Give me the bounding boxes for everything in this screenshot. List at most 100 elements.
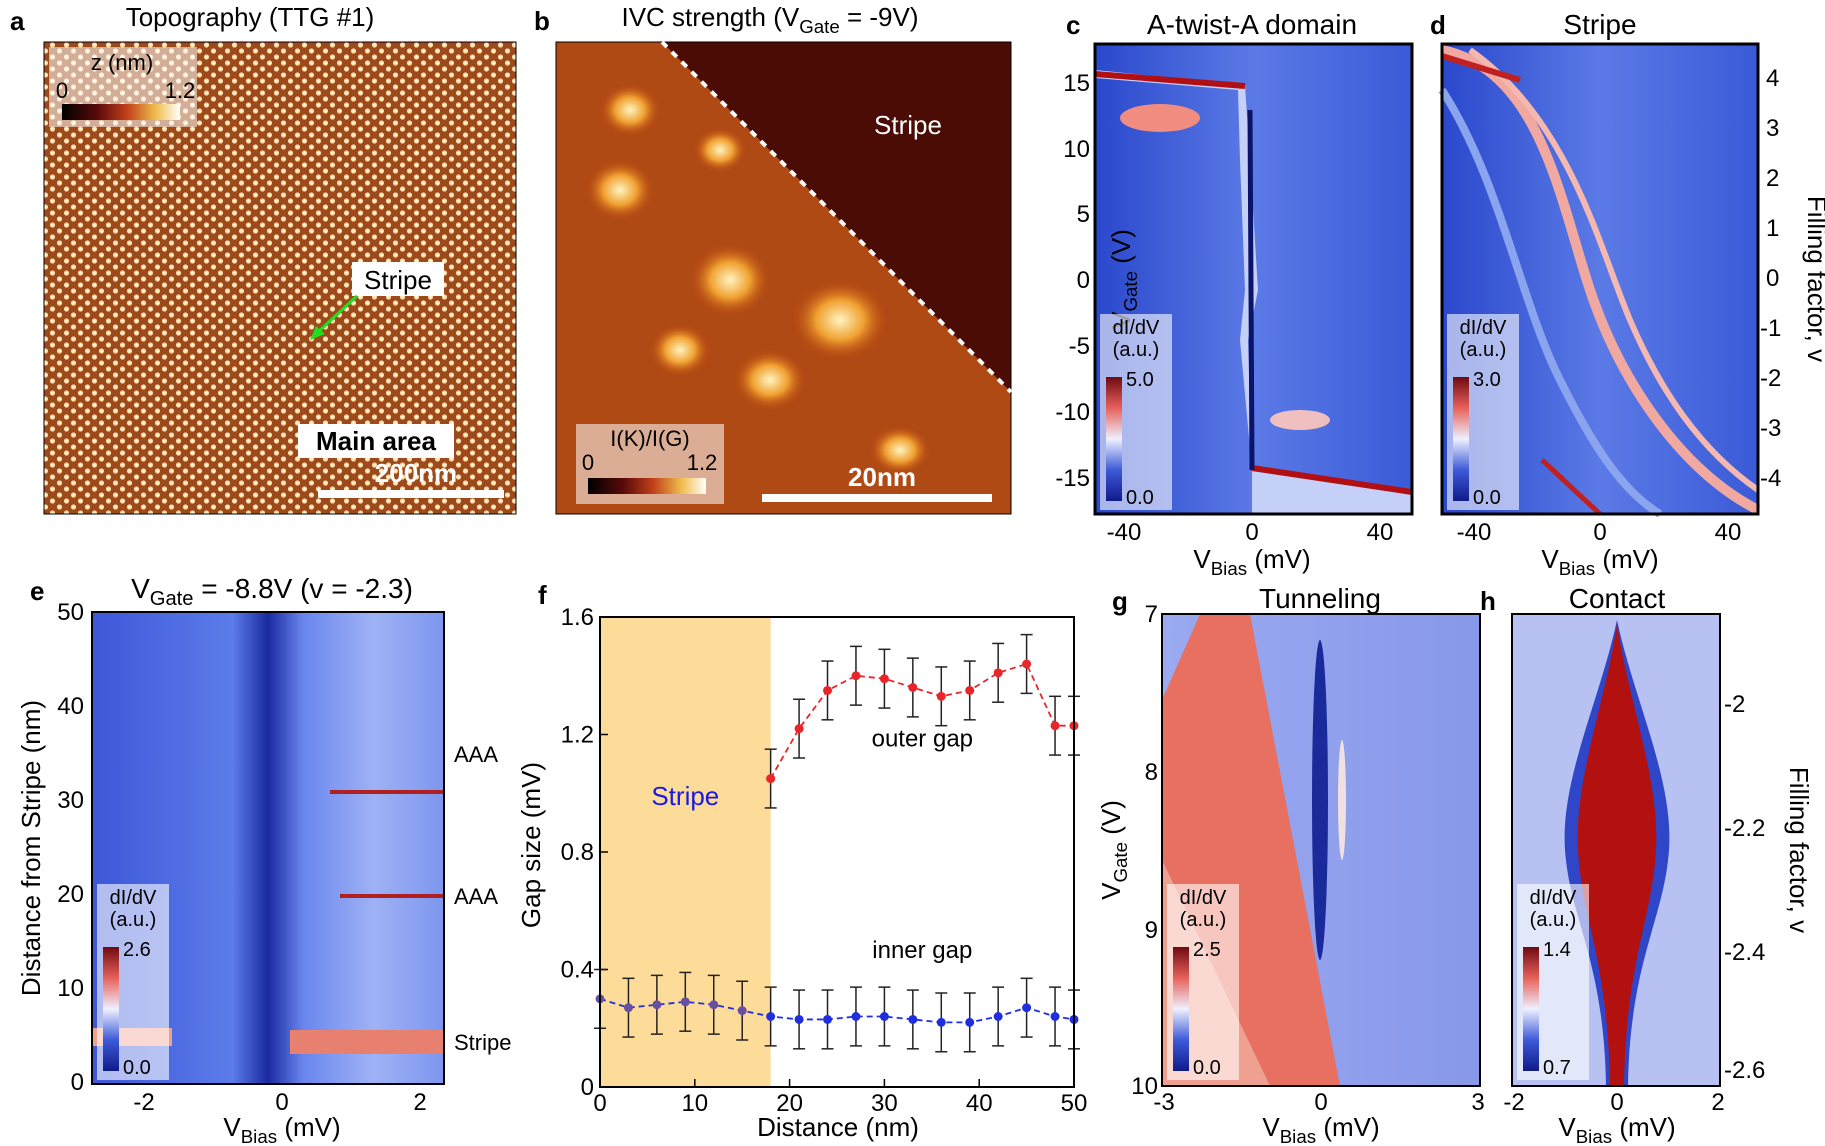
panel-d-right-tick-label: 3 — [1766, 115, 1779, 142]
data-point — [766, 1012, 776, 1021]
data-point — [908, 683, 918, 692]
data-point — [709, 1000, 719, 1010]
panel-b: b IVC strength (VGate = -9V) Stripe I(K)… — [534, 2, 1013, 515]
panel-e-y-tick-label: 0 — [71, 1069, 84, 1096]
outer-gap-label: outer gap — [872, 725, 973, 752]
panel-e-colorbar-title: (a.u.) — [110, 909, 157, 931]
panel-f-x-label: Distance (nm) — [757, 1112, 919, 1142]
panel-g: g Tunneling VGate (V) 7 8 9 10 -3 0 3 VB… — [1096, 583, 1485, 1146]
panel-a-stripe-arrow — [316, 294, 359, 334]
panel-c-y-tick-label: -15 — [1055, 465, 1090, 492]
panel-c-y-tick-label: 10 — [1063, 136, 1090, 163]
panel-c-x-tick-label: -40 — [1107, 519, 1142, 546]
panel-c-colorbar-title: dI/dV — [1113, 317, 1160, 339]
panel-b-ivc-blob — [650, 324, 710, 376]
data-point — [1022, 659, 1032, 669]
panel-c-colorbar-min: 0.0 — [1126, 487, 1154, 509]
panel-f-plot-frame — [599, 616, 1075, 1088]
panel-h-right-tick-label: -2.2 — [1724, 815, 1765, 842]
panel-g-y-tick-label: 10 — [1131, 1073, 1158, 1100]
panel-a-colorbar-title: z (nm) — [91, 50, 153, 75]
panel-b-ivc-blob — [792, 280, 888, 360]
panel-a-scale-label: 200nm — [375, 458, 457, 488]
panel-a: a Topography (TTG #1) z (nm) 0 1.2 Strip… — [10, 2, 517, 515]
inner-gap-label: inner gap — [872, 937, 972, 964]
panel-a-area-label: Main area — [316, 426, 436, 456]
panel-g-colorbar-min: 0.0 — [1193, 1057, 1221, 1079]
f-y-tick-label: 1.2 — [561, 722, 594, 749]
panel-h-right-tick-label: -2.6 — [1724, 1057, 1765, 1084]
panel-b-ivc-blob — [734, 350, 806, 410]
f-y-tick-label: 0 — [581, 1074, 594, 1101]
data-point — [823, 685, 833, 695]
panel-c-y-tick-label: 15 — [1063, 70, 1090, 97]
panel-h-x-tick-label: 0 — [1610, 1089, 1623, 1116]
panel-c-x-label: VBias (mV) — [1193, 544, 1310, 579]
panel-h-right-axis-label: Filling factor, v — [1784, 767, 1814, 933]
panel-e-y-label: Distance from Stripe (nm) — [16, 700, 46, 996]
panel-e-y-tick-label: 50 — [57, 599, 84, 626]
panel-e: e VGate = -8.8V (v = -2.3) Distance from… — [16, 573, 511, 1146]
panel-e-annotation-aaa: AAA — [454, 742, 498, 767]
data-point — [652, 1000, 662, 1010]
panel-d-right-tick-label: 0 — [1766, 265, 1779, 292]
panel-e-x-tick-label: -2 — [133, 1089, 154, 1116]
panel-a-area-label-box — [298, 424, 454, 458]
data-point — [794, 724, 804, 734]
panel-e-colorbar-min: 0.0 — [123, 1057, 151, 1079]
panel-c-colorbar-max: 5.0 — [1126, 369, 1154, 391]
panel-d-colorbar-title: (a.u.) — [1460, 339, 1507, 361]
data-point — [936, 1017, 946, 1027]
panel-d-x-tick-label: 40 — [1715, 519, 1742, 546]
data-point — [851, 1012, 861, 1021]
panel-g-letter: g — [1112, 586, 1128, 616]
data-point — [993, 668, 1003, 678]
data-point — [1022, 1003, 1032, 1013]
f-y-tick-label: 0.8 — [561, 839, 594, 866]
panel-h-colorbar — [1523, 947, 1539, 1071]
panel-e-x-tick-label: 2 — [413, 1089, 426, 1116]
panel-f: f Stripe 0 10 20 30 40 50 0 0.4 0.8 1.2 1.6 outer … — [516, 580, 1087, 1142]
panel-e-x-label: VBias (mV) — [223, 1112, 340, 1146]
panel-f-series — [594, 633, 1080, 1053]
panel-e-colorbar — [103, 947, 119, 1071]
panel-d-right-axis-label: Filling factor, v — [1802, 196, 1825, 362]
panel-c-x-tick-label: 40 — [1367, 519, 1394, 546]
panel-d-x-tick-label: -40 — [1457, 519, 1492, 546]
panel-e-title: VGate = -8.8V (v = -2.3) — [131, 573, 413, 610]
panel-a-colorbar-max: 1.2 — [165, 78, 196, 103]
stripe-region-label: Stripe — [651, 781, 719, 811]
data-point — [851, 671, 861, 681]
series-line-0 — [769, 662, 1074, 780]
panel-c: c A-twist-A domain VGate (V) 15 10 5 0 -… — [1055, 9, 1414, 579]
panel-d-x-label: VBias (mV) — [1541, 544, 1658, 579]
panel-c-y-tick-label: -10 — [1055, 399, 1090, 426]
data-point — [680, 997, 690, 1007]
panel-g-y-tick-label: 7 — [1145, 601, 1158, 628]
panel-g-colorbar-max: 2.5 — [1193, 939, 1221, 961]
panel-b-colorbar-min: 0 — [582, 450, 594, 475]
panel-d-title: Stripe — [1563, 9, 1636, 40]
panel-a-scalebar — [318, 490, 504, 498]
panel-g-colorbar — [1173, 947, 1189, 1071]
panel-e-x-tick-label: 0 — [275, 1089, 288, 1116]
panel-h-x-tick-label: 2 — [1711, 1089, 1724, 1116]
data-point — [794, 1014, 804, 1024]
panel-b-scale-label: 20nm — [848, 462, 916, 492]
panel-h-colorbar-max: 1.4 — [1543, 939, 1571, 961]
panel-h-colorbar-title: dI/dV — [1530, 887, 1577, 909]
panel-d-x-tick-label: 0 — [1593, 519, 1606, 546]
panel-g-y-tick-label: 8 — [1145, 759, 1158, 786]
panel-g-title: Tunneling — [1259, 583, 1381, 614]
panel-e-y-tick-label: 40 — [57, 693, 84, 720]
panel-b-ivc-blob — [586, 160, 654, 220]
f-x-tick-label: 10 — [681, 1090, 708, 1117]
panel-h-right-tick-label: -2 — [1724, 691, 1745, 718]
panel-d-letter: d — [1430, 10, 1446, 40]
panel-g-x-label: VBias (mV) — [1262, 1112, 1379, 1146]
panel-h-title: Contact — [1569, 583, 1666, 614]
panel-b-colorbar-max: 1.2 — [687, 450, 718, 475]
panel-d-colorbar-title: dI/dV — [1460, 317, 1507, 339]
panel-c-y-tick-label: 5 — [1077, 201, 1090, 228]
panel-c-title: A-twist-A domain — [1147, 9, 1357, 40]
